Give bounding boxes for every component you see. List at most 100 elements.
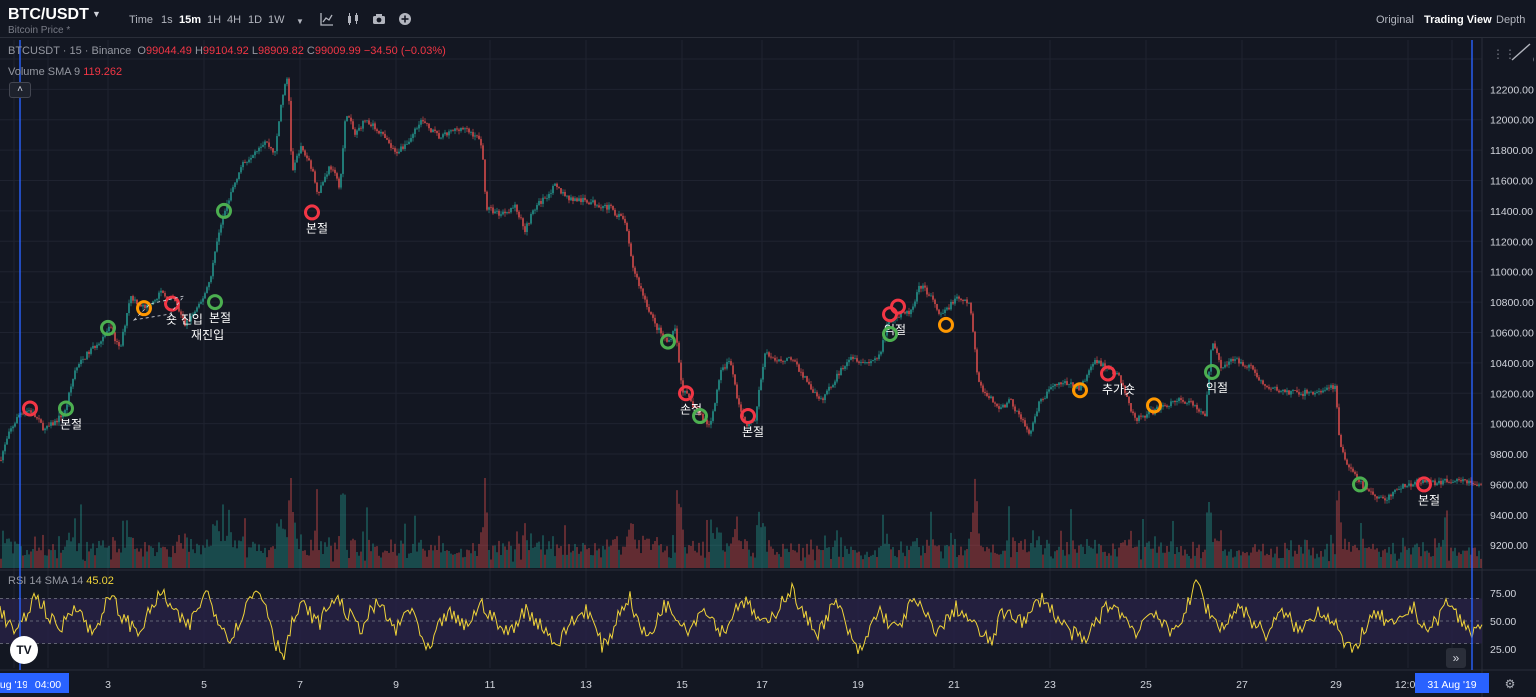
candle-body — [484, 159, 486, 192]
candle-body — [1412, 484, 1414, 487]
volume-bar — [1140, 559, 1142, 568]
candle-body — [196, 307, 198, 312]
volume-bar — [1358, 550, 1360, 568]
candle-body — [418, 124, 420, 129]
volume-bar — [338, 536, 340, 568]
volume-bar — [772, 548, 774, 568]
timeframe-1d[interactable]: 1D — [248, 14, 263, 26]
timeframe-4h[interactable]: 4H — [227, 14, 242, 26]
scroll-to-latest-button[interactable]: » — [1446, 648, 1466, 668]
volume-bar — [738, 540, 740, 568]
candle-body — [14, 423, 16, 427]
volume-bar — [672, 535, 674, 568]
symbol-dropdown-icon[interactable]: ▼ — [92, 9, 101, 19]
volume-bar — [1292, 556, 1294, 568]
candles-icon[interactable] — [346, 12, 360, 26]
volume-bar — [222, 504, 224, 568]
volume-bar — [198, 545, 200, 568]
gear-icon[interactable]: ⚙ — [1504, 677, 1516, 691]
indicator-icon[interactable] — [320, 12, 334, 26]
volume-bar — [1478, 550, 1480, 568]
candle-body — [1042, 399, 1044, 400]
candle-body — [734, 374, 736, 385]
volume-bar — [948, 546, 950, 568]
view-trading-view[interactable]: Trading View — [1424, 14, 1492, 26]
candle-body — [674, 328, 676, 332]
volume-bar — [284, 529, 286, 568]
timeframe-1h[interactable]: 1H — [207, 14, 222, 26]
volume-bar — [1386, 552, 1388, 568]
symbol-title[interactable]: BTC/USDT — [8, 6, 89, 23]
candle-body — [1138, 415, 1140, 421]
volume-bar — [638, 540, 640, 568]
candle-body — [408, 141, 410, 144]
price-tick-label: 11800.00 — [1490, 145, 1533, 157]
volume-bar — [494, 545, 496, 568]
timeframe-1s[interactable]: 1s — [161, 14, 173, 26]
volume-bar — [526, 540, 528, 568]
volume-bar — [1070, 509, 1072, 568]
volume-bar — [618, 549, 620, 568]
candle-body — [860, 362, 862, 363]
candle-body — [858, 361, 860, 363]
candle-body — [1008, 399, 1010, 403]
timeframe-more-icon[interactable]: ▼ — [296, 17, 304, 26]
volume-bar — [430, 544, 432, 568]
candle-body — [406, 143, 408, 145]
volume-bar — [1166, 545, 1168, 568]
volume-bar — [22, 555, 24, 568]
volume-bar — [968, 538, 970, 568]
candle-body — [814, 392, 816, 393]
candle-body — [404, 144, 406, 149]
timeframe-time[interactable]: Time — [129, 14, 154, 26]
candle-body — [630, 243, 632, 257]
volume-bar — [70, 541, 72, 568]
candle-body — [1392, 492, 1394, 497]
volume-bar — [846, 548, 848, 568]
volume-bar — [856, 552, 858, 568]
view-depth[interactable]: Depth — [1496, 14, 1526, 26]
candle-body — [1372, 491, 1374, 495]
volume-bar — [268, 550, 270, 568]
tradingview-logo-icon[interactable]: TV — [10, 636, 38, 664]
candle-body — [512, 207, 514, 209]
candle-body — [756, 406, 758, 421]
candle-body — [840, 368, 842, 376]
candle-body — [384, 133, 386, 139]
volume-bar — [1074, 549, 1076, 568]
candle-body — [614, 209, 616, 216]
candle-body — [1250, 364, 1252, 366]
candle-body — [354, 129, 356, 135]
camera-icon[interactable] — [372, 12, 386, 26]
collapse-legend-button[interactable]: ˄ — [9, 82, 31, 98]
add-icon[interactable] — [398, 12, 412, 26]
candle-body — [1172, 400, 1174, 402]
volume-bar — [178, 535, 180, 568]
volume-bar — [872, 554, 874, 568]
candle-body — [160, 290, 162, 293]
legend-close: 99009.99 — [314, 45, 361, 57]
candle-body — [844, 366, 846, 369]
candle-body — [1078, 385, 1080, 391]
view-original[interactable]: Original — [1376, 14, 1414, 26]
candle-body — [1032, 422, 1034, 431]
candle-body — [1470, 480, 1472, 483]
candle-body — [618, 214, 620, 218]
volume-bar — [1470, 554, 1472, 568]
time-tick-label: 27 — [1236, 679, 1248, 691]
volume-bar — [908, 549, 910, 568]
timeframe-15m[interactable]: 15m — [179, 14, 202, 26]
candle-body — [446, 132, 448, 136]
timeframe-1w[interactable]: 1W — [268, 14, 285, 26]
candle-body — [212, 262, 214, 277]
volume-bar — [1428, 552, 1430, 568]
candle-body — [540, 201, 542, 204]
volume-bar — [408, 553, 410, 568]
volume-bar — [1204, 549, 1206, 568]
candle-body — [1252, 365, 1254, 370]
candle-body — [328, 166, 330, 175]
candle-body — [362, 120, 364, 129]
candle-body — [284, 84, 286, 95]
candle-body — [20, 413, 22, 415]
